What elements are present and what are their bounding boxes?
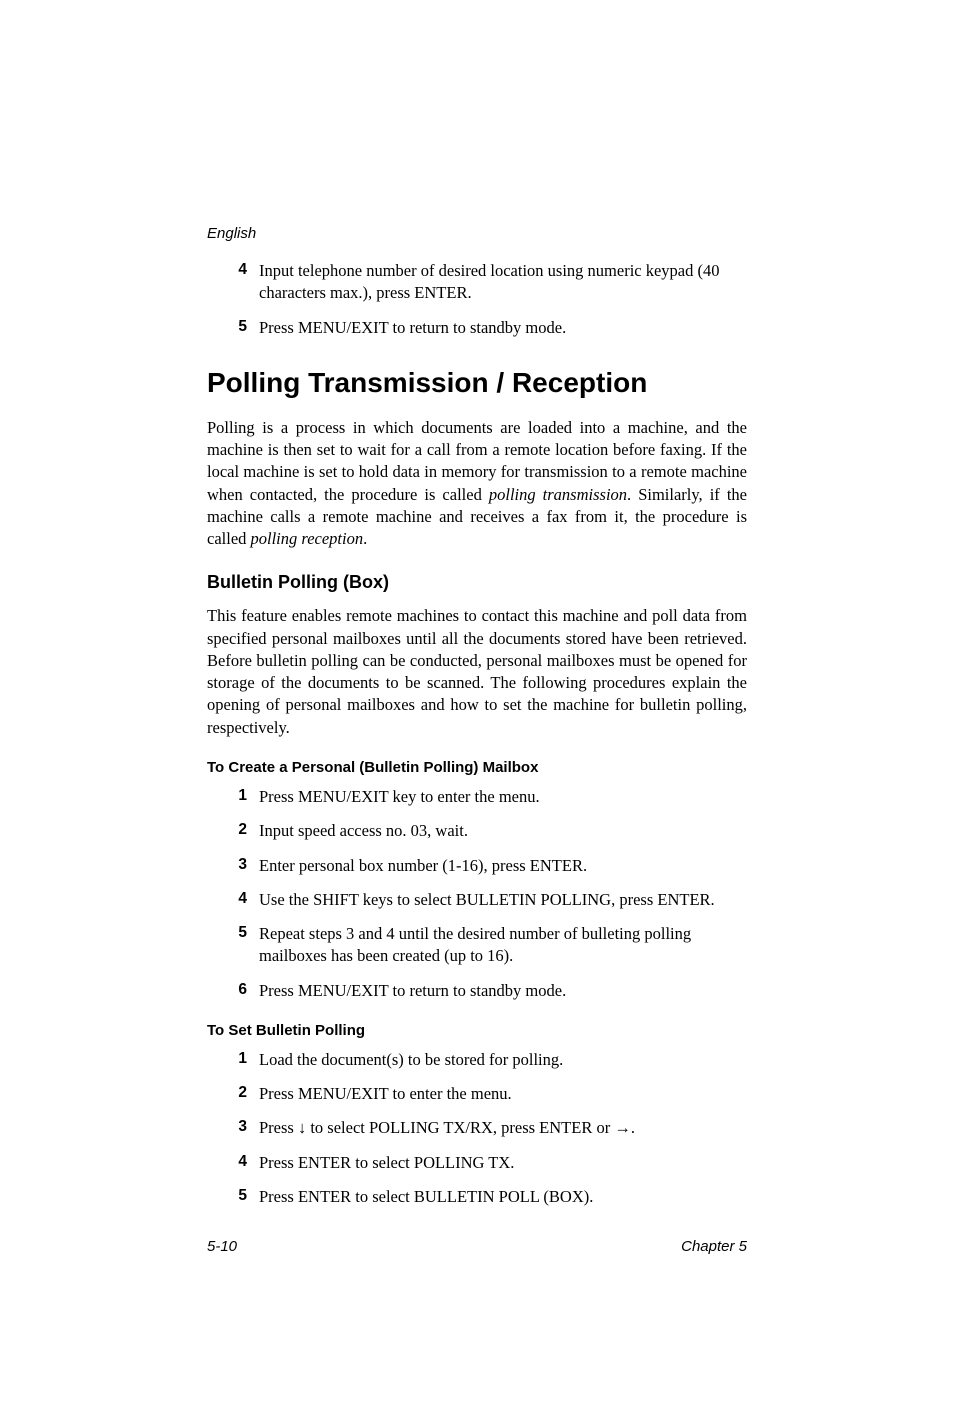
list-text: Press MENU/EXIT to enter the menu. [259, 1083, 747, 1105]
text-segment: . [631, 1118, 635, 1137]
para-italic: polling transmission [489, 485, 627, 504]
list-number: 4 [221, 1152, 259, 1174]
page-number: 5-10 [207, 1238, 237, 1255]
sub-subsection-heading: To Create a Personal (Bulletin Polling) … [207, 759, 747, 776]
paragraph: Polling is a process in which documents … [207, 417, 747, 551]
right-arrow-icon [614, 1118, 631, 1137]
list-number: 1 [221, 1049, 259, 1071]
set-bulletin-list: 1 Load the document(s) to be stored for … [207, 1049, 747, 1208]
list-text: Repeat steps 3 and 4 until the desired n… [259, 923, 747, 968]
intro-list: 4 Input telephone number of desired loca… [207, 260, 747, 339]
list-text: Input speed access no. 03, wait. [259, 820, 747, 842]
list-number: 3 [221, 1117, 259, 1139]
list-number: 4 [221, 260, 259, 305]
list-text: Press MENU/EXIT key to enter the menu. [259, 786, 747, 808]
list-text: Use the SHIFT keys to select BULLETIN PO… [259, 889, 747, 911]
subsection-heading: Bulletin Polling (Box) [207, 572, 747, 593]
list-number: 5 [221, 1186, 259, 1208]
list-number: 5 [221, 923, 259, 968]
list-number: 4 [221, 889, 259, 911]
list-item: 4 Use the SHIFT keys to select BULLETIN … [221, 889, 747, 911]
para-text: . [363, 529, 367, 548]
list-item: 1 Press MENU/EXIT key to enter the menu. [221, 786, 747, 808]
list-item: 4 Input telephone number of desired loca… [221, 260, 747, 305]
text-segment: Press [259, 1118, 298, 1137]
down-arrow-icon [298, 1118, 306, 1137]
text-segment: to select POLLING TX/RX, press ENTER or [306, 1118, 614, 1137]
list-item: 2 Press MENU/EXIT to enter the menu. [221, 1083, 747, 1105]
page: English 4 Input telephone number of desi… [0, 0, 954, 1405]
list-number: 2 [221, 820, 259, 842]
list-number: 3 [221, 855, 259, 877]
header-language: English [207, 225, 747, 242]
list-text: Input telephone number of desired locati… [259, 260, 747, 305]
list-item: 3 Enter personal box number (1-16), pres… [221, 855, 747, 877]
list-text: Press MENU/EXIT to return to standby mod… [259, 317, 747, 339]
create-mailbox-list: 1 Press MENU/EXIT key to enter the menu.… [207, 786, 747, 1002]
list-number: 2 [221, 1083, 259, 1105]
para-italic: polling reception [251, 529, 364, 548]
list-item: 5 Repeat steps 3 and 4 until the desired… [221, 923, 747, 968]
list-text: Press ENTER to select BULLETIN POLL (BOX… [259, 1186, 747, 1208]
list-item: 2 Input speed access no. 03, wait. [221, 820, 747, 842]
list-item: 4 Press ENTER to select POLLING TX. [221, 1152, 747, 1174]
list-text: Enter personal box number (1-16), press … [259, 855, 747, 877]
list-item: 5 Press MENU/EXIT to return to standby m… [221, 317, 747, 339]
list-number: 6 [221, 980, 259, 1002]
list-text: Press to select POLLING TX/RX, press ENT… [259, 1117, 747, 1139]
list-item: 5 Press ENTER to select BULLETIN POLL (B… [221, 1186, 747, 1208]
paragraph: This feature enables remote machines to … [207, 605, 747, 739]
section-heading: Polling Transmission / Reception [207, 367, 747, 399]
list-number: 1 [221, 786, 259, 808]
page-footer: 5-10 Chapter 5 [207, 1238, 747, 1255]
list-number: 5 [221, 317, 259, 339]
sub-subsection-heading: To Set Bulletin Polling [207, 1022, 747, 1039]
chapter-label: Chapter 5 [681, 1238, 747, 1255]
list-item: 1 Load the document(s) to be stored for … [221, 1049, 747, 1071]
list-text: Load the document(s) to be stored for po… [259, 1049, 747, 1071]
list-item: 3 Press to select POLLING TX/RX, press E… [221, 1117, 747, 1139]
list-item: 6 Press MENU/EXIT to return to standby m… [221, 980, 747, 1002]
list-text: Press ENTER to select POLLING TX. [259, 1152, 747, 1174]
list-text: Press MENU/EXIT to return to standby mod… [259, 980, 747, 1002]
